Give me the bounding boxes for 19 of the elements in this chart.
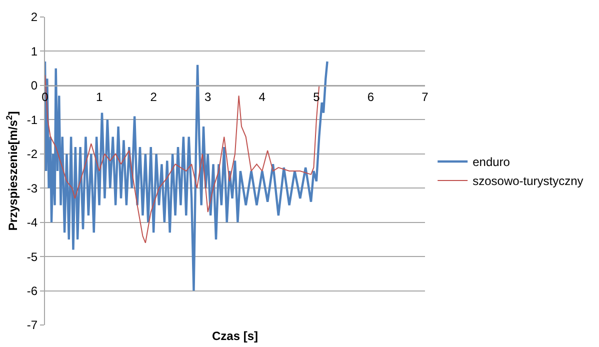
legend-label: enduro: [472, 155, 510, 170]
y-tick-label: 2: [30, 10, 38, 24]
x-axis-title: Czas [s]: [212, 329, 258, 343]
y-tick-label: 1: [30, 44, 38, 58]
x-tick-label: 6: [367, 90, 374, 104]
y-tick-label: 0: [30, 78, 38, 93]
y-tick-label: -5: [26, 250, 38, 264]
x-tick-label: 3: [204, 90, 212, 104]
y-tick-label: -1: [26, 112, 38, 127]
x-tick-label: 2: [150, 90, 158, 104]
y-tick-label: -3: [26, 181, 38, 196]
legend-label: szosowo-turystyczny: [472, 174, 584, 188]
y-tick-label: -6: [26, 284, 38, 298]
y-tick-label: -4: [26, 216, 38, 230]
y-tick-label: -7: [26, 318, 38, 332]
x-tick-label: 4: [258, 90, 266, 104]
x-tick-label: 7: [422, 90, 429, 104]
x-tick-label: 1: [96, 90, 103, 104]
y-tick-label: -2: [26, 147, 38, 162]
